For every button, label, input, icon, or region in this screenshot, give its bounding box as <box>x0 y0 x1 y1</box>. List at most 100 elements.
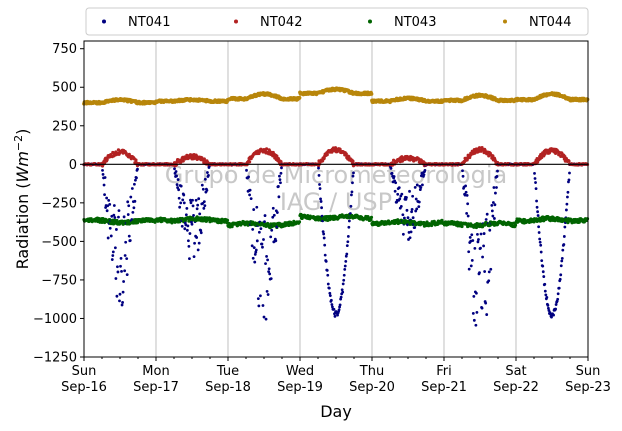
point-nt041 <box>397 186 401 190</box>
point-nt042 <box>543 152 547 156</box>
point-nt041 <box>264 317 268 321</box>
x-tick-label-day: Thu <box>359 364 384 379</box>
point-nt041 <box>342 278 346 282</box>
point-nt041 <box>547 309 551 312</box>
point-nt041 <box>331 305 334 309</box>
point-nt041 <box>173 167 176 171</box>
point-nt041 <box>471 239 475 242</box>
point-nt043 <box>230 225 234 229</box>
point-nt041 <box>401 232 405 236</box>
point-nt041 <box>130 218 134 221</box>
point-nt041 <box>248 193 252 197</box>
point-nt041 <box>422 173 426 176</box>
watermark-line-2: IAG / USP <box>280 188 392 216</box>
point-nt041 <box>494 191 497 195</box>
point-nt041 <box>408 236 412 240</box>
x-tick-label-day: Sat <box>505 364 526 379</box>
point-nt041 <box>544 293 548 297</box>
point-nt043 <box>266 221 270 226</box>
point-nt041 <box>125 257 129 260</box>
point-nt041 <box>250 244 254 248</box>
point-nt041 <box>279 181 282 185</box>
point-nt041 <box>261 245 264 249</box>
point-nt042 <box>351 159 355 163</box>
point-nt041 <box>253 252 257 256</box>
point-nt041 <box>271 206 275 210</box>
point-nt041 <box>327 286 331 290</box>
point-nt041 <box>101 168 104 172</box>
point-nt041 <box>112 204 116 207</box>
point-nt041 <box>174 170 178 173</box>
point-nt041 <box>496 169 499 173</box>
point-nt042 <box>181 159 185 163</box>
point-nt041 <box>116 265 119 269</box>
point-nt041 <box>326 282 330 286</box>
point-nt041 <box>415 183 419 187</box>
point-nt041 <box>405 196 408 199</box>
point-nt041 <box>253 260 257 264</box>
point-nt041 <box>538 237 542 241</box>
point-nt041 <box>493 217 496 220</box>
point-nt041 <box>179 201 183 205</box>
point-nt041 <box>490 209 494 213</box>
point-nt041 <box>323 243 327 247</box>
point-nt041 <box>134 178 137 182</box>
point-nt041 <box>185 228 189 232</box>
point-nt041 <box>185 207 189 210</box>
point-nt043 <box>170 221 174 225</box>
point-nt041 <box>417 205 421 209</box>
point-nt041 <box>401 213 405 217</box>
point-nt041 <box>108 226 112 230</box>
point-nt041 <box>479 246 482 250</box>
point-nt041 <box>394 181 398 185</box>
point-nt041 <box>414 197 418 201</box>
point-nt041 <box>478 271 481 275</box>
point-nt041 <box>175 174 178 178</box>
point-nt041 <box>539 250 543 254</box>
point-nt041 <box>207 174 210 177</box>
point-nt041 <box>563 225 567 229</box>
point-nt042 <box>567 159 571 163</box>
point-nt041 <box>533 177 537 180</box>
legend-label-nt041: NT041 <box>128 15 170 30</box>
point-nt041 <box>537 231 541 234</box>
point-nt041 <box>485 313 489 316</box>
point-nt041 <box>117 209 121 212</box>
point-nt041 <box>392 175 396 178</box>
point-nt041 <box>251 228 255 231</box>
point-nt041 <box>116 270 120 274</box>
point-nt041 <box>252 246 256 250</box>
point-nt041 <box>417 200 421 204</box>
point-nt041 <box>118 292 122 296</box>
point-nt041 <box>390 171 394 175</box>
point-nt041 <box>556 297 560 301</box>
point-nt041 <box>475 291 478 295</box>
point-nt041 <box>188 232 192 235</box>
point-nt041 <box>477 238 480 241</box>
point-nt041 <box>343 264 347 268</box>
point-nt041 <box>186 224 190 228</box>
point-nt041 <box>323 253 327 257</box>
point-nt041 <box>123 254 127 257</box>
point-nt041 <box>465 211 469 215</box>
point-nt041 <box>255 239 259 243</box>
point-nt041 <box>325 269 329 272</box>
point-nt041 <box>117 215 120 219</box>
point-nt041 <box>195 207 199 211</box>
point-nt041 <box>259 227 263 231</box>
point-nt041 <box>114 277 118 280</box>
point-nt041 <box>111 254 115 257</box>
point-nt041 <box>350 193 353 197</box>
point-nt041 <box>351 181 354 185</box>
point-nt041 <box>263 214 267 217</box>
point-nt041 <box>278 174 281 178</box>
point-nt042 <box>491 154 495 158</box>
x-tick-label-date: Sep-16 <box>61 380 107 395</box>
point-nt042 <box>264 147 269 151</box>
point-nt041 <box>265 254 268 258</box>
point-nt041 <box>541 264 545 268</box>
point-nt041 <box>123 269 127 273</box>
legend-marker-nt044 <box>503 19 507 24</box>
point-nt041 <box>341 282 345 286</box>
point-nt041 <box>248 188 252 192</box>
